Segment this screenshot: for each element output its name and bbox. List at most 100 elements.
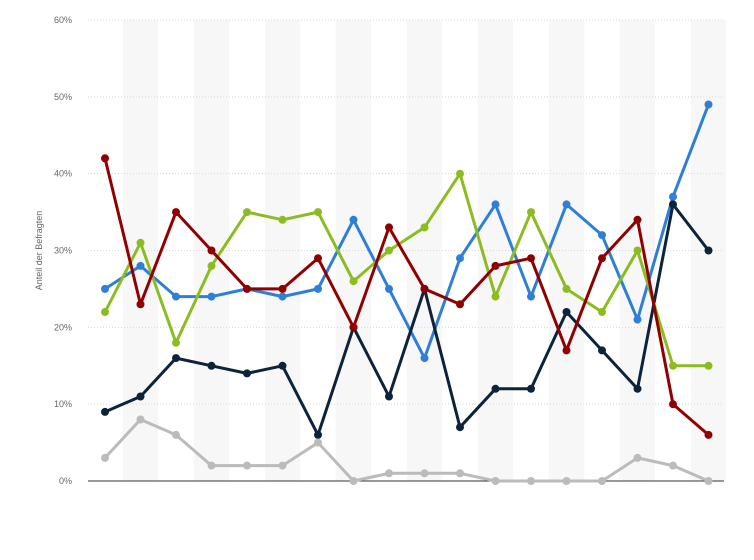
series-line: [103, 418, 710, 483]
data-series: [101, 100, 713, 485]
data-point: [633, 246, 642, 255]
data-point: [704, 361, 713, 370]
series-4: [101, 154, 713, 439]
data-point: [669, 200, 677, 209]
data-point: [101, 407, 109, 416]
data-point: [491, 477, 500, 485]
data-point: [385, 246, 393, 255]
data-point: [314, 430, 322, 439]
data-point: [562, 346, 571, 355]
data-point: [456, 254, 464, 263]
data-point: [101, 284, 109, 293]
y-tick-label: 0%: [59, 476, 72, 486]
data-point: [136, 261, 145, 270]
data-point: [243, 461, 251, 470]
data-point: [491, 200, 500, 209]
data-point: [172, 292, 180, 301]
data-point: [491, 292, 500, 301]
data-point: [207, 292, 216, 301]
data-point: [598, 477, 606, 485]
series-3: [101, 169, 713, 370]
data-point: [669, 461, 677, 470]
column-band: [335, 20, 372, 481]
data-point: [633, 453, 642, 462]
y-tick-label: 10%: [54, 399, 72, 409]
data-point: [633, 315, 642, 324]
data-point: [704, 100, 713, 109]
data-point: [349, 277, 358, 286]
data-point: [385, 392, 393, 401]
data-point: [633, 215, 642, 224]
data-point: [172, 338, 180, 347]
data-point: [527, 384, 535, 393]
series-line: [103, 202, 710, 437]
data-point: [136, 415, 145, 424]
data-point: [207, 461, 216, 470]
data-point: [527, 477, 535, 485]
data-point: [278, 361, 287, 370]
data-point: [349, 215, 358, 224]
data-point: [101, 154, 109, 163]
gridlines: [88, 19, 724, 405]
data-point: [207, 361, 216, 370]
data-point: [314, 284, 322, 293]
data-point: [243, 208, 251, 217]
data-point: [633, 384, 642, 393]
data-point: [136, 300, 145, 309]
data-point: [527, 208, 535, 217]
data-point: [385, 469, 393, 478]
y-tick-label: 20%: [54, 322, 72, 332]
y-tick-label: 50%: [54, 92, 72, 102]
data-point: [562, 200, 571, 209]
data-point: [136, 238, 145, 247]
data-point: [456, 169, 464, 178]
data-point: [314, 208, 322, 217]
data-point: [172, 208, 180, 217]
data-point: [669, 400, 677, 409]
series-line: [103, 103, 710, 360]
data-point: [420, 284, 429, 293]
data-point: [278, 284, 287, 293]
data-point: [704, 246, 713, 255]
data-point: [172, 430, 180, 439]
series-1: [101, 100, 713, 363]
data-point: [101, 308, 109, 316]
y-tick-label: 40%: [54, 169, 72, 179]
column-band: [264, 20, 301, 481]
data-point: [278, 292, 287, 301]
data-point: [314, 254, 322, 263]
data-point: [598, 254, 606, 263]
data-point: [314, 438, 322, 447]
y-axis-title: Anteil der Befragten: [34, 211, 44, 291]
data-point: [207, 246, 216, 255]
data-point: [207, 261, 216, 270]
data-point: [491, 384, 500, 393]
data-point: [420, 354, 429, 363]
data-point: [101, 453, 109, 462]
data-point: [456, 423, 464, 432]
series-5: [101, 415, 713, 485]
y-tick-label: 30%: [54, 246, 72, 256]
y-tick-label: 60%: [54, 15, 72, 25]
data-point: [349, 323, 358, 332]
data-point: [704, 477, 713, 485]
data-point: [456, 469, 464, 478]
data-point: [669, 361, 677, 370]
data-point: [243, 369, 251, 378]
data-point: [562, 477, 571, 485]
data-point: [598, 231, 606, 240]
column-band: [548, 20, 585, 481]
data-point: [669, 192, 677, 201]
series-line: [103, 156, 710, 437]
data-point: [172, 354, 180, 363]
data-point: [243, 284, 251, 293]
data-point: [278, 461, 287, 470]
data-point: [704, 430, 713, 439]
data-point: [136, 392, 145, 401]
data-point: [562, 308, 571, 316]
data-point: [598, 308, 606, 316]
data-point: [420, 469, 429, 478]
data-point: [385, 284, 393, 293]
